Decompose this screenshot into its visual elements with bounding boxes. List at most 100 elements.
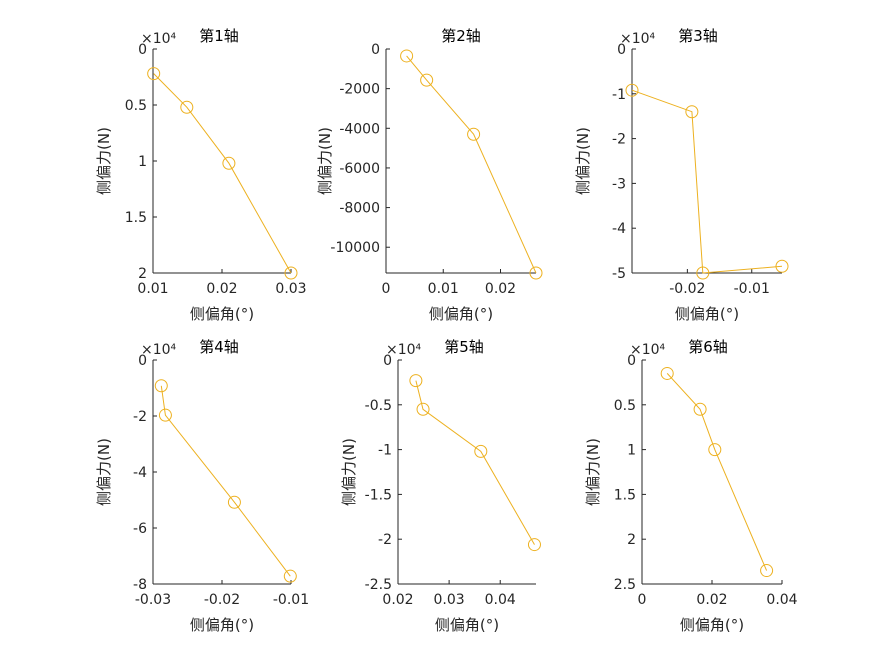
data-point (467, 127, 481, 141)
y-tick-label: 0 (627, 353, 636, 369)
y-tick-label: -6 (133, 521, 147, 537)
y-tick-label: -10000 (330, 240, 380, 256)
series-line (631, 89, 783, 274)
y-tick-label: 2 (627, 532, 636, 548)
x-tick-label: -0.01 (734, 281, 770, 297)
data-point (158, 408, 172, 422)
x-axis-label: 侧偏角(°) (190, 616, 254, 634)
x-tick-label: 0.04 (485, 592, 516, 608)
data-point (147, 67, 161, 81)
y-exponent-label: ×10⁴ (141, 31, 177, 47)
y-tick-label: 1.5 (125, 210, 147, 226)
y-tick-label: -1 (612, 87, 626, 103)
y-tick-label: -4000 (339, 121, 380, 137)
data-point (420, 73, 434, 87)
y-tick-label: -3 (612, 176, 626, 192)
subplot-title: 第4轴 (199, 338, 239, 356)
data-point (775, 259, 789, 273)
y-axis-label: 侧偏力(N) (316, 127, 334, 195)
x-tick-label: 0 (382, 281, 391, 297)
x-tick-label: 0.02 (206, 281, 237, 297)
x-tick-label: 0.04 (766, 592, 797, 608)
x-tick-label: 0.02 (696, 592, 727, 608)
x-axis-label: 侧偏角(°) (435, 616, 499, 634)
data-point (416, 402, 430, 416)
x-axis-label: 侧偏角(°) (675, 305, 739, 323)
data-point (625, 83, 639, 97)
y-axis-label: 侧偏力(N) (95, 438, 113, 506)
data-point (696, 266, 710, 280)
y-tick-label: 0 (383, 353, 392, 369)
series-line (153, 73, 292, 274)
y-tick-label: -0.5 (365, 398, 392, 414)
x-tick-label: 0.03 (434, 592, 465, 608)
data-point (529, 266, 543, 280)
data-point (693, 402, 707, 416)
y-exponent-label: ×10⁴ (386, 342, 422, 358)
y-tick-label: 2 (138, 266, 147, 282)
x-tick-label: -0.02 (669, 281, 705, 297)
x-tick-label: 0 (638, 592, 647, 608)
y-tick-label: -1 (378, 443, 392, 459)
subplot-title: 第1轴 (199, 27, 239, 45)
data-point (227, 495, 241, 509)
y-axis-label: 侧偏力(N) (574, 127, 592, 195)
y-exponent-label: ×10⁴ (141, 342, 177, 358)
x-tick-label: 0.01 (428, 281, 459, 297)
y-exponent-label: ×10⁴ (620, 31, 656, 47)
y-tick-label: -2.5 (365, 577, 392, 593)
y-axis-label: 侧偏力(N) (340, 438, 358, 506)
y-tick-label: 0 (371, 42, 380, 58)
y-tick-label: -2000 (339, 82, 380, 98)
subplot-5: 0.02 0.03 0.04 0 -0.5 -1 -1.5 -2 -2.5 ×10⁴ 第5轴侧偏角(… (340, 338, 541, 634)
subplot-2: 0 0.01 0.02 0 -2000 -4000 -6000 -8000 -10000 第2轴侧… (316, 27, 543, 323)
data-point (527, 538, 541, 552)
x-tick-label: 0.02 (382, 592, 413, 608)
y-axis-label: 侧偏力(N) (584, 438, 602, 506)
data-point (154, 379, 168, 393)
subplot-title: 第5轴 (444, 338, 484, 356)
y-tick-label: -2 (378, 532, 392, 548)
y-tick-label: -8000 (339, 201, 380, 217)
y-tick-label: 0.5 (125, 98, 147, 114)
data-point (685, 105, 699, 119)
x-tick-label: 0.01 (137, 281, 168, 297)
subplot-title: 第2轴 (441, 27, 481, 45)
x-axis-label: 侧偏角(°) (429, 305, 493, 323)
x-tick-label: -0.01 (273, 592, 309, 608)
y-tick-label: 1.5 (614, 487, 636, 503)
series-line (666, 373, 768, 571)
y-exponent-label: ×10⁴ (630, 342, 666, 358)
series-line (415, 380, 535, 545)
y-axis-label: 侧偏力(N) (95, 127, 113, 195)
y-tick-label: 2.5 (614, 577, 636, 593)
y-tick-label: -6000 (339, 161, 380, 177)
series-line (406, 55, 537, 274)
x-tick-label: 0.02 (485, 281, 516, 297)
data-point (400, 49, 414, 63)
data-point (474, 444, 488, 458)
x-tick-label: 0.03 (275, 281, 306, 297)
x-tick-label: -0.02 (204, 592, 240, 608)
y-tick-label: -4 (612, 221, 626, 237)
data-point (283, 569, 297, 583)
y-tick-label: 1 (138, 154, 147, 170)
subplot-title: 第6轴 (688, 338, 728, 356)
data-point (284, 266, 298, 280)
y-tick-label: 0 (617, 42, 626, 58)
y-tick-label: -4 (133, 465, 147, 481)
y-tick-label: -5 (612, 266, 626, 282)
y-tick-label: 1 (627, 443, 636, 459)
x-axis-label: 侧偏角(°) (190, 305, 254, 323)
y-tick-label: 0 (138, 353, 147, 369)
y-tick-label: -8 (133, 577, 147, 593)
y-tick-label: -2 (133, 409, 147, 425)
y-tick-label: -1.5 (365, 487, 392, 503)
y-tick-label: 0 (138, 42, 147, 58)
series-line (160, 385, 291, 577)
